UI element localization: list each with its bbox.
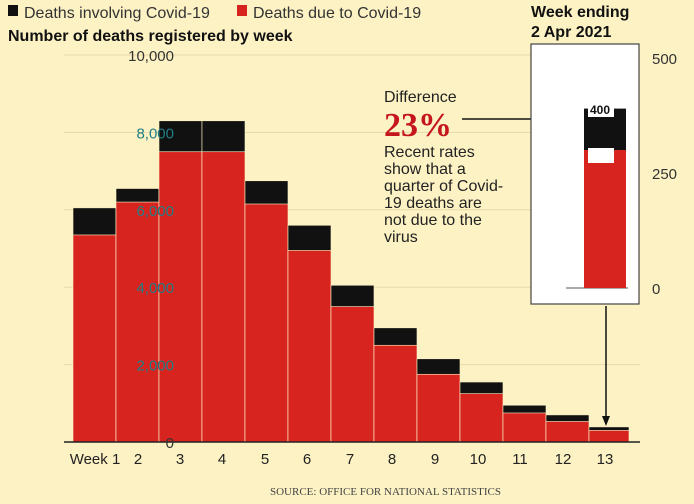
inset-y-tick-labels: 500 250 0 <box>652 51 677 298</box>
bar-due-to <box>373 344 418 443</box>
y-tick-label: 10,000 <box>128 48 174 65</box>
main-x-tick-labels: Week 1 2 3 4 5 6 7 8 9 10 11 12 13 <box>70 451 614 468</box>
source-note: SOURCE: OFFICE FOR NATIONAL STATISTICS <box>270 486 501 498</box>
x-tick-label: 10 <box>470 451 487 468</box>
inset-bar-tag-bg <box>588 148 614 163</box>
y-tick-label: 4,000 <box>136 280 174 297</box>
bar-due-to <box>287 250 332 443</box>
annotation-heading: Difference <box>384 89 457 106</box>
y-tick-label: 2,000 <box>136 358 174 375</box>
main-y-tick-labels: 0 2,000 4,000 6,000 8,000 10,000 <box>128 48 174 452</box>
inset-bar-tag-bg <box>588 102 614 117</box>
x-tick-label: 3 <box>176 451 184 468</box>
x-tick-label: 8 <box>388 451 396 468</box>
inset-panel: Week ending 2 Apr 2021 400 300 500 250 0 <box>530 4 677 426</box>
bar-due-to <box>201 151 246 443</box>
annotation-body-line: virus <box>384 229 418 246</box>
y-tick-label: 8,000 <box>136 125 174 142</box>
chart-subtitle: Number of deaths registered by week <box>8 28 293 45</box>
annotation-body-line: quarter of Covid- <box>384 178 503 195</box>
bar-due-to <box>545 421 590 443</box>
inset-title-line1: Week ending <box>531 4 629 21</box>
x-tick-label: 2 <box>134 451 142 468</box>
legend: Deaths involving Covid-19 Deaths due to … <box>8 5 421 22</box>
main-bars <box>72 120 630 443</box>
annotation-body-line: 19 deaths are <box>384 195 482 212</box>
annotation-body-line: Recent rates <box>384 144 475 161</box>
annotation-value: 23% <box>384 107 452 144</box>
x-tick-label: 6 <box>303 451 311 468</box>
x-tick-label: Week 1 <box>70 451 121 468</box>
x-tick-label: 5 <box>261 451 269 468</box>
bar-due-to <box>115 201 160 443</box>
x-tick-label: 12 <box>555 451 572 468</box>
x-tick-label: 7 <box>346 451 354 468</box>
x-tick-label: 13 <box>597 451 614 468</box>
inset-bar-tag: 400 <box>590 103 610 117</box>
inset-bar-tag: 300 <box>590 149 610 163</box>
bar-due-to <box>72 234 117 443</box>
legend-label-due-to: Deaths due to Covid-19 <box>253 5 421 22</box>
bar-due-to <box>244 203 289 443</box>
x-tick-label: 11 <box>512 451 528 468</box>
y-tick-label: 6,000 <box>136 203 174 220</box>
annotation-body-line: not due to the <box>384 212 482 229</box>
annotation-body-line: show that a <box>384 161 466 178</box>
x-tick-label: 4 <box>218 451 226 468</box>
bar-due-to <box>459 393 504 443</box>
legend-swatch-involving <box>8 5 18 16</box>
bar-due-to <box>330 306 375 443</box>
inset-bars: 400 300 <box>584 102 626 288</box>
inset-y-tick-label: 500 <box>652 51 677 68</box>
legend-label-involving: Deaths involving Covid-19 <box>24 5 210 22</box>
inset-title-line2: 2 Apr 2021 <box>531 24 611 41</box>
inset-y-tick-label: 250 <box>652 166 677 183</box>
inset-bar-due-to <box>584 150 626 288</box>
x-tick-label: 9 <box>431 451 439 468</box>
legend-swatch-due-to <box>237 5 247 16</box>
bar-due-to <box>588 430 630 443</box>
inset-connector-arrowhead <box>602 416 610 426</box>
y-tick-label: 0 <box>166 435 174 452</box>
bar-due-to <box>502 412 547 443</box>
inset-y-tick-label: 0 <box>652 281 660 298</box>
bar-due-to <box>416 373 461 443</box>
bar-due-to <box>158 151 203 443</box>
